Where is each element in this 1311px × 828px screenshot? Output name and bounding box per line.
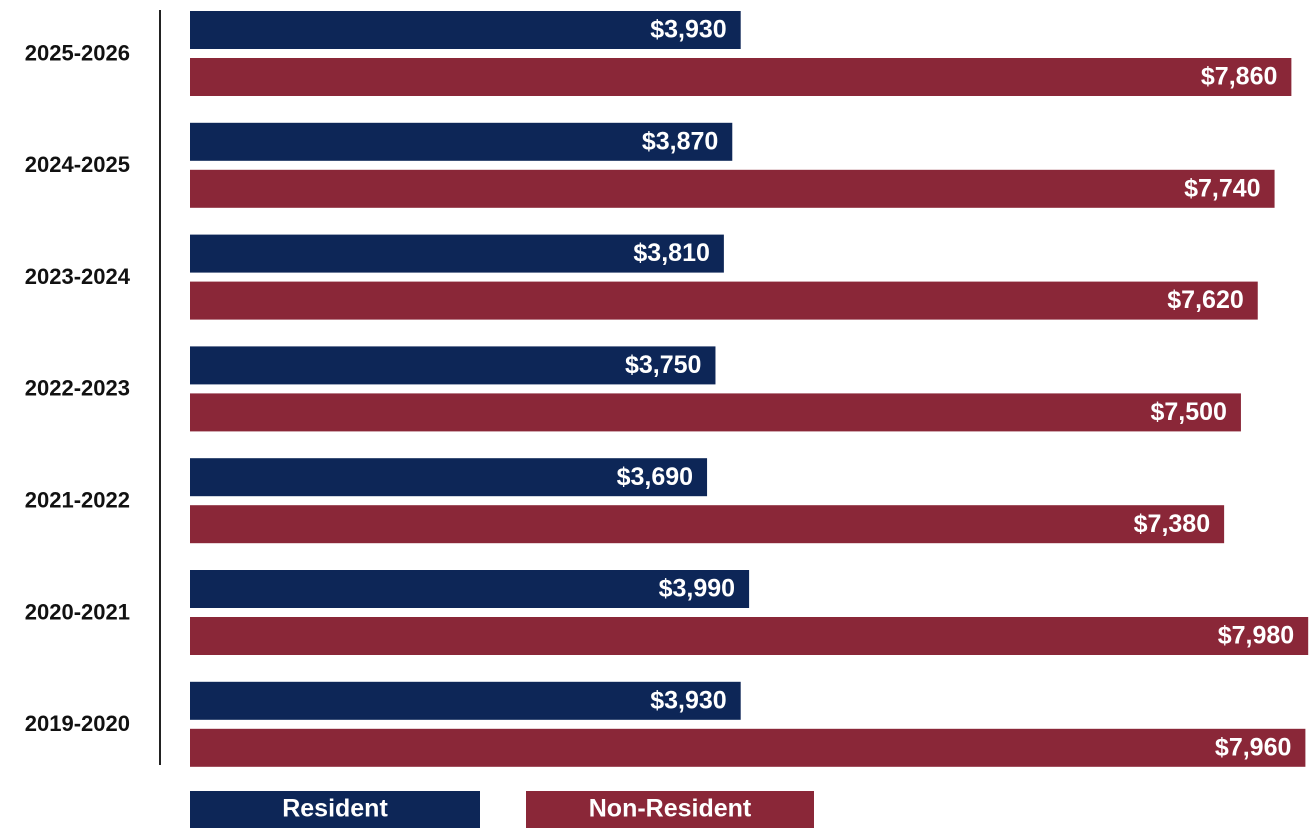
data-label: $3,930	[650, 686, 726, 714]
bar	[190, 11, 741, 49]
legend-label: Non-Resident	[589, 795, 752, 823]
data-label: $7,740	[1184, 174, 1260, 202]
bar	[190, 122, 733, 161]
y-tick-label: 2022-2023	[25, 376, 130, 401]
data-label: $7,860	[1201, 63, 1277, 91]
data-label: $7,620	[1167, 286, 1243, 314]
bar	[190, 505, 1225, 544]
data-label: $7,380	[1134, 510, 1210, 538]
y-tick-label: 2023-2024	[25, 264, 131, 289]
y-tick-label: 2019-2020	[25, 711, 130, 736]
legend-swatch	[526, 791, 814, 828]
y-tick-label: 2020-2021	[25, 599, 130, 624]
bar	[190, 346, 716, 385]
data-label: $7,500	[1150, 398, 1226, 426]
bar	[190, 458, 708, 497]
data-label: $3,750	[625, 351, 701, 379]
y-tick-label: 2025-2026	[25, 40, 130, 65]
bar	[190, 617, 1309, 655]
bar	[190, 681, 741, 720]
legend-swatch	[190, 791, 480, 828]
data-label: $3,930	[650, 16, 726, 44]
bar	[190, 728, 1306, 767]
y-tick-label: 2021-2022	[25, 488, 130, 513]
data-label: $3,690	[617, 463, 693, 491]
bar	[190, 58, 1292, 96]
legend-label: Resident	[282, 795, 388, 823]
data-label: $3,810	[633, 239, 709, 267]
data-label: $7,980	[1218, 622, 1294, 650]
bar	[190, 169, 1275, 208]
bar	[190, 393, 1241, 432]
bar	[190, 570, 750, 608]
y-tick-label: 2024-2025	[25, 152, 130, 177]
data-label: $3,870	[642, 127, 718, 155]
data-label: $7,960	[1215, 733, 1291, 761]
bar	[190, 281, 1258, 320]
data-label: $3,990	[659, 575, 735, 603]
bar	[190, 234, 724, 273]
